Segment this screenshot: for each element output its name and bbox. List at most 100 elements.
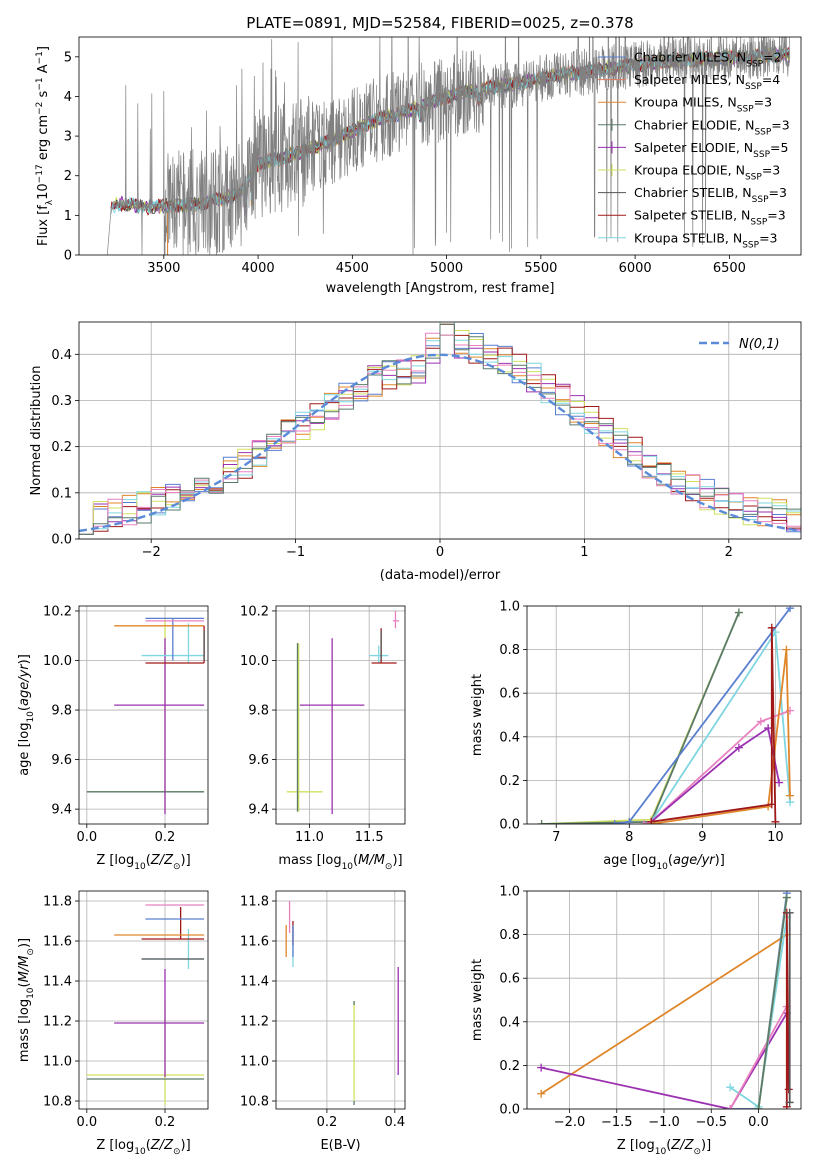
- age-vs-mass-xlabel-part: ⊙: [385, 862, 393, 872]
- weight-point: [785, 908, 794, 917]
- x-tick-label: 10: [767, 830, 784, 845]
- legend-entry-name: Kroupa MILES, N: [634, 95, 737, 110]
- weight-point: [764, 724, 773, 733]
- mass-vs-EBV-marks: [285, 901, 399, 1105]
- x-tick-label: 9: [698, 830, 706, 845]
- y-tick-label: 11.2: [43, 1015, 72, 1030]
- mass-vs-EBV-panel: 0.2 0.4 10.8 11.0 11.2 11.4 11.6 11.8 E(B-V): [240, 890, 406, 1153]
- legend-entry-sub: SSP: [746, 60, 763, 70]
- weight-point: [786, 791, 795, 800]
- legend-entry-label: Chabrier STELIB, NSSP=3: [634, 185, 787, 205]
- spectrum-marks: [106, 37, 791, 255]
- age-vs-Z-ylabel: age [log10(age/yr)]: [17, 654, 36, 776]
- legend-entry-count: =3: [759, 230, 777, 245]
- x-tick-label: −1.5: [601, 1115, 633, 1130]
- legend-entry-name: Kroupa ELODIE, N: [634, 163, 745, 178]
- weight-point: [537, 820, 546, 824]
- mass-vs-Z-xlabel-part: Z/Z: [150, 1138, 174, 1153]
- mass-vs-Z-ylabel-part: )]: [17, 938, 32, 948]
- y-tick-label: 3: [64, 130, 72, 145]
- weight-point: [782, 893, 791, 902]
- y-tick-label: 9.8: [51, 704, 72, 719]
- age-vs-Z-xlabel-part: Z/Z: [150, 853, 174, 868]
- y-tick-label: 9.8: [248, 704, 269, 719]
- y-tick-label: 5: [64, 50, 72, 65]
- spectrum-ylabel-part: −1: [35, 77, 45, 90]
- x-tick-label: 0.4: [384, 1115, 405, 1130]
- weight-vs-Z-xlabel-part: (: [666, 1138, 671, 1153]
- spectrum-ylabel-part: ]: [36, 46, 51, 51]
- y-tick-label: 0.6: [499, 972, 520, 987]
- x-tick-label: 7: [552, 830, 560, 845]
- spectrum-ylabel-part: 10: [36, 183, 51, 200]
- age-vs-Z-marks: [86, 617, 205, 815]
- legend-entry-sub: SSP: [750, 218, 767, 228]
- weight-point: [754, 1105, 763, 1109]
- mass-vs-Z-xlabel-part: (: [146, 1138, 151, 1153]
- weight-series: [651, 627, 777, 823]
- age-vs-Z-panel: 0.0 0.29.49.69.810.010.2Z [log10(Z/Z⊙)]ag…: [17, 604, 209, 872]
- x-tick-label: −0.5: [695, 1115, 727, 1130]
- legend-entry-name: Chabrier ELODIE, N: [634, 117, 754, 132]
- x-tick-label: −1.0: [648, 1115, 680, 1130]
- mass-vs-Z-marks: [86, 904, 205, 1105]
- legend-entry-name: Salpeter ELODIE, N: [634, 140, 753, 155]
- x-tick-label: 11.0: [295, 830, 324, 845]
- weight-point: [775, 778, 784, 787]
- plots-layer: 3500 4000 4500 5000 5500 6000 6500 0 1 2 3 4 5 Chabri…: [17, 36, 802, 1157]
- x-tick-label: 0.2: [155, 830, 176, 845]
- y-tick-label: 1.0: [499, 885, 520, 900]
- y-tick-label: 11.8: [43, 895, 72, 910]
- y-tick-label: 10.8: [240, 1095, 269, 1110]
- x-tick-label: 0.2: [155, 1115, 176, 1130]
- weight-vs-Z-ylabel: mass weight: [470, 959, 485, 1041]
- y-tick-label: 0: [64, 249, 72, 264]
- mass-vs-EBV-xlabel: E(B-V): [320, 1138, 360, 1153]
- spectrum-ylabel-part: −1: [35, 51, 45, 64]
- y-tick-label: 0.2: [499, 1059, 520, 1074]
- weight-series: [541, 612, 740, 824]
- weight-vs-age-xlabel: age [log10(age/yr)]: [603, 853, 725, 872]
- y-tick-label: 0.4: [499, 730, 520, 745]
- weight-vs-age-xlabel-part: )]: [715, 853, 725, 868]
- weight-point: [767, 800, 776, 809]
- spectrum-ylabel-part: Flux [f: [36, 205, 51, 246]
- legend-entry-name: Salpeter MILES, N: [634, 72, 745, 87]
- mass-vs-Z-ylabel-part: 10: [26, 987, 36, 999]
- weight-point: [726, 1105, 735, 1109]
- legend-entry-count: =3: [754, 95, 772, 110]
- mass-vs-Z-panel: 0.0 0.210.811.011.211.411.611.8Z [log10(Z…: [17, 890, 209, 1157]
- weight-vs-age-xlabel-part: 10: [656, 862, 668, 872]
- mass-vs-EBV-frame: [275, 890, 406, 1110]
- spectrum-ylabel-part: −2: [35, 102, 45, 115]
- y-tick-label: 11.0: [240, 1055, 269, 1070]
- x-tick-label: 0.0: [76, 830, 97, 845]
- age-vs-Z-xlabel-part: )]: [181, 853, 191, 868]
- mass-vs-Z-xlabel-part: 10: [134, 1147, 146, 1157]
- weight-vs-age-xlabel-part: age/yr: [673, 853, 716, 868]
- legend-entry-sub: SSP: [742, 240, 759, 250]
- y-tick-label: 11.6: [43, 935, 72, 950]
- weight-point: [782, 1102, 791, 1109]
- y-tick-label: 11.4: [240, 975, 269, 990]
- residuals-frame: [78, 321, 802, 540]
- legend-entry-label: Kroupa ELODIE, NSSP=3: [634, 163, 780, 183]
- y-tick-label: 0.1: [51, 486, 72, 501]
- weight-series: [757, 897, 788, 1109]
- y-tick-label: 0.4: [51, 348, 72, 363]
- weight-series: [785, 912, 790, 1107]
- weight-point: [537, 1089, 546, 1098]
- legend-entry-count: =3: [771, 117, 789, 132]
- age-vs-Z-frame: [78, 605, 209, 825]
- spectrum-ylabel-part: s: [36, 90, 51, 101]
- age-vs-mass-xlabel-part: M/M: [358, 853, 385, 868]
- residuals-marks: [79, 322, 801, 535]
- mass-vs-Z-xlabel-part: ⊙: [173, 1147, 181, 1157]
- age-vs-Z-ylabel-part: age [log: [17, 723, 32, 776]
- weight-vs-age-ylabel: mass weight: [470, 674, 485, 756]
- mass-vs-Z-xlabel-part: Z [log: [96, 1138, 134, 1153]
- weight-series: [729, 1006, 788, 1109]
- weight-vs-age-xlabel-part: (: [668, 853, 673, 868]
